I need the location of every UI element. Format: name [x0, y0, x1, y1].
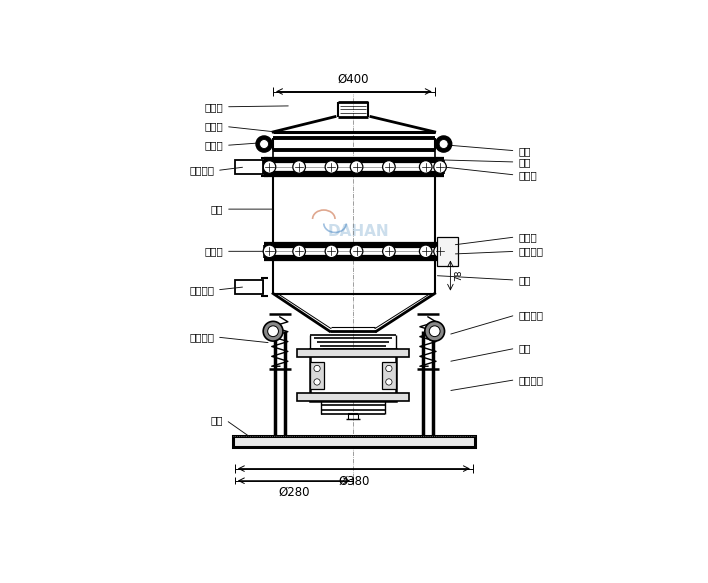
- Text: 底座: 底座: [211, 415, 223, 425]
- Text: 下部重锤: 下部重锤: [518, 375, 543, 385]
- Circle shape: [256, 136, 272, 152]
- Bar: [382, 361, 396, 389]
- Bar: [310, 349, 396, 401]
- Circle shape: [350, 245, 363, 258]
- Text: 防尘盖: 防尘盖: [205, 121, 223, 132]
- Circle shape: [439, 139, 448, 149]
- Circle shape: [425, 321, 445, 341]
- Text: DAHAN: DAHAN: [328, 224, 389, 239]
- Circle shape: [434, 245, 446, 258]
- Circle shape: [314, 366, 320, 371]
- Bar: [235, 280, 263, 293]
- Text: 细出料口: 细出料口: [189, 285, 215, 295]
- Bar: [297, 393, 409, 401]
- Circle shape: [325, 161, 338, 173]
- Text: 上部重锤: 上部重锤: [518, 310, 543, 320]
- Text: 78: 78: [454, 270, 463, 282]
- Text: 底框: 底框: [518, 275, 531, 285]
- Circle shape: [263, 245, 275, 258]
- Circle shape: [419, 245, 432, 258]
- Circle shape: [382, 245, 395, 258]
- Circle shape: [325, 245, 338, 258]
- Circle shape: [350, 161, 363, 173]
- Text: 中框: 中框: [211, 204, 223, 214]
- Text: 减震弹簧: 减震弹簧: [189, 332, 215, 342]
- Bar: [233, 436, 475, 447]
- Circle shape: [386, 366, 392, 371]
- Text: 大束环: 大束环: [205, 247, 223, 257]
- Circle shape: [263, 321, 283, 341]
- Text: 中出料口: 中出料口: [518, 247, 543, 257]
- Circle shape: [382, 161, 395, 173]
- Bar: [438, 237, 457, 266]
- Circle shape: [419, 161, 432, 173]
- Circle shape: [386, 379, 392, 385]
- Circle shape: [434, 161, 446, 173]
- Text: 电机: 电机: [518, 343, 531, 353]
- Circle shape: [263, 161, 275, 173]
- Text: Ø380: Ø380: [338, 475, 370, 488]
- Text: 网架: 网架: [518, 157, 531, 167]
- Bar: [310, 361, 324, 389]
- Text: 进料口: 进料口: [205, 102, 223, 112]
- Bar: [297, 349, 409, 357]
- Circle shape: [435, 136, 452, 152]
- Circle shape: [260, 139, 268, 149]
- Text: 拦球环: 拦球环: [518, 170, 537, 180]
- Text: 粗出料口: 粗出料口: [189, 166, 215, 175]
- Circle shape: [314, 379, 320, 385]
- Text: 上框: 上框: [518, 146, 531, 156]
- Text: 小束环: 小束环: [205, 141, 223, 150]
- Circle shape: [429, 326, 440, 336]
- Text: 弹跳球: 弹跳球: [518, 232, 537, 242]
- Text: Ø280: Ø280: [278, 486, 309, 499]
- Circle shape: [293, 161, 305, 173]
- Text: Ø400: Ø400: [337, 73, 369, 86]
- Bar: [235, 160, 263, 174]
- Circle shape: [293, 245, 305, 258]
- Circle shape: [268, 326, 278, 336]
